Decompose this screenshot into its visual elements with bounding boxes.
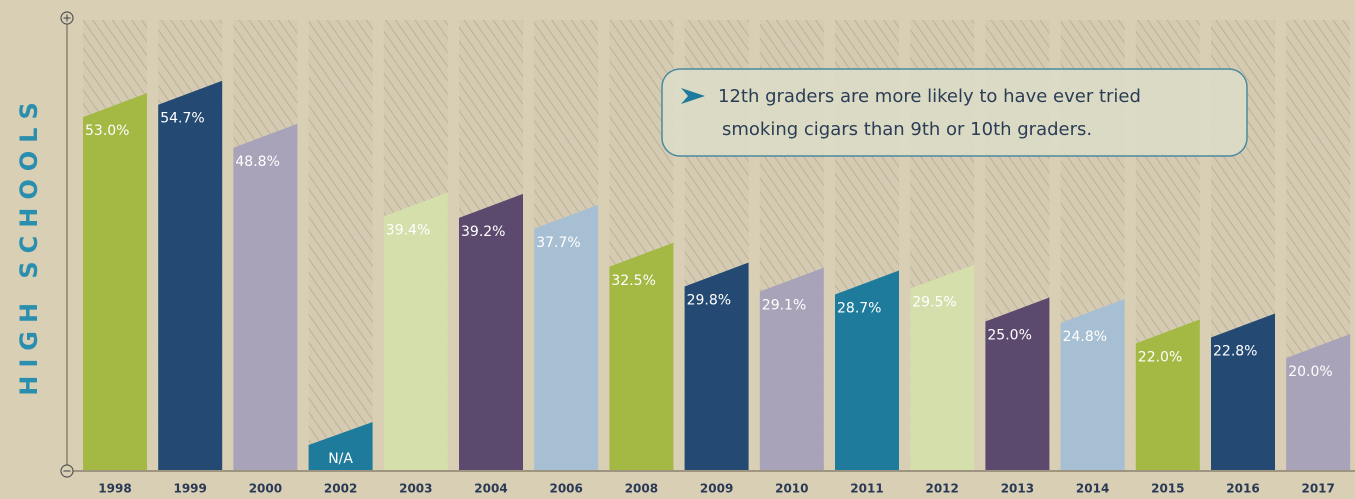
x-tick-label: 2000 [249,482,282,496]
value-label: 29.1% [762,298,806,314]
value-label: 29.5% [912,295,956,311]
value-label: 20.0% [1288,364,1332,380]
bar [158,80,223,470]
annotation: 12th graders are more likely to have eve… [661,68,1248,157]
x-tick-label: 2010 [775,482,808,496]
bar [985,297,1050,470]
x-tick-label: 2016 [1226,482,1259,496]
bar [1060,298,1125,470]
value-label: 22.0% [1138,349,1182,365]
value-label: 22.8% [1213,344,1257,360]
value-label: 28.7% [837,300,881,316]
x-tick-label: 2011 [850,482,883,496]
na-bar [308,422,373,470]
x-tick-label: 2017 [1301,482,1334,496]
x-tick-label: 2013 [1001,482,1034,496]
x-tick-label: 2012 [925,482,958,496]
plus-icon [60,11,74,25]
value-label: 39.2% [461,224,505,240]
x-tick-label: 2014 [1076,482,1109,496]
value-label: 54.7% [160,111,204,127]
value-label: 39.4% [386,222,430,238]
x-tick-label: 2004 [474,482,507,496]
bar [383,192,448,470]
x-tick-label: 2003 [399,482,432,496]
column-background [308,20,373,470]
y-axis-label: HIGH SCHOOLS [15,94,43,396]
value-label: 37.7% [536,235,580,251]
bar [910,264,975,470]
bar [83,93,147,470]
bar [459,193,523,470]
x-tick-label: 2009 [700,482,733,496]
value-label: 32.5% [611,273,655,289]
x-tick-label: 1999 [173,482,206,496]
bar [1135,319,1200,470]
annotation-line: smoking cigars than 9th or 10th graders. [722,119,1092,140]
value-label: 24.8% [1063,329,1107,345]
bar [684,262,749,470]
x-tick-label: 1998 [98,482,131,496]
value-label: N/A [328,451,353,467]
x-tick-label: 2015 [1151,482,1184,496]
bar [233,123,298,470]
x-tick-label: 2008 [625,482,658,496]
value-label: 48.8% [235,154,279,170]
annotation-line: 12th graders are more likely to have eve… [718,86,1141,107]
value-label: 53.0% [85,123,129,139]
bar [1286,334,1351,470]
x-tick-label: 2006 [549,482,582,496]
bar [1211,313,1275,470]
x-tick-label: 2002 [324,482,357,496]
bar [835,270,899,470]
minus-icon [60,464,74,478]
bar [759,267,824,470]
bar [534,204,599,471]
bar [609,242,674,470]
value-label: 25.0% [987,328,1031,344]
value-label: 29.8% [687,292,731,308]
